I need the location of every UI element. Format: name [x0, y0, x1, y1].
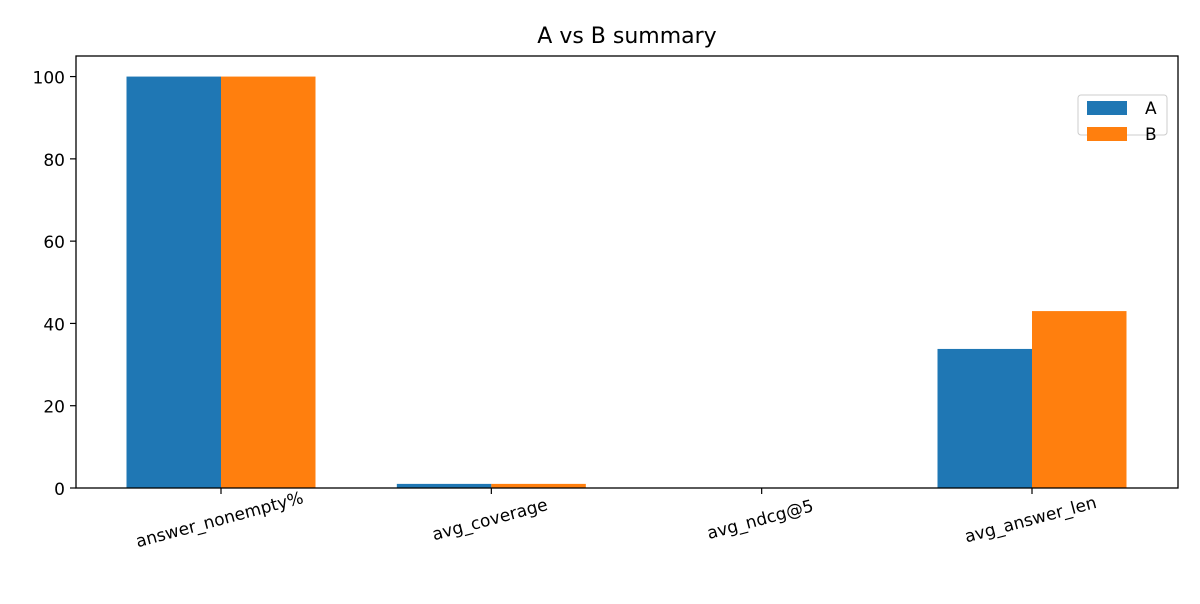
plot-frame — [75, 55, 1179, 489]
plot-area: 0 20 40 60 80 100 answer_nonempty% avg_coverage… — [33, 55, 1179, 552]
x-tick-label: answer_nonempty% — [134, 488, 306, 552]
y-tick-label: 0 — [54, 480, 65, 500]
x-tick-label: avg_coverage — [430, 495, 550, 545]
bar-B-avg_coverage — [491, 483, 586, 488]
legend-swatch-B — [1087, 127, 1127, 141]
bar-A-avg_answer_len — [937, 348, 1032, 488]
legend-label-B: B — [1145, 125, 1157, 145]
y-tick-label: 40 — [43, 315, 65, 335]
y-tick-label: 100 — [33, 69, 65, 89]
legend-swatch-A — [1087, 101, 1127, 115]
bar-A-answer_nonempty% — [126, 76, 221, 488]
x-tick-label: avg_answer_len — [963, 493, 1099, 547]
x-tick-label: avg_ndcg@5 — [705, 496, 816, 544]
y-tick-label: 80 — [43, 151, 65, 171]
bar-B-answer_nonempty% — [221, 76, 316, 488]
legend-label-A: A — [1145, 99, 1157, 119]
bar-A-avg_coverage — [396, 483, 492, 488]
y-tick-label: 60 — [43, 233, 65, 253]
y-tick-label: 20 — [43, 398, 65, 418]
chart-title: A vs B summary — [537, 24, 716, 49]
bar-B-avg_answer_len — [1032, 311, 1127, 488]
